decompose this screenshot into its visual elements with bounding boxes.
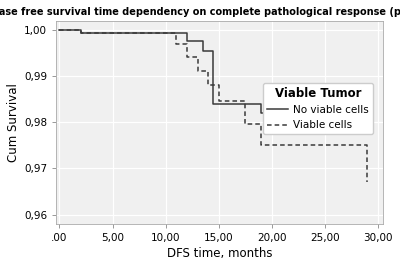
Y-axis label: Cum Survival: Cum Survival	[7, 83, 20, 162]
X-axis label: DFS time, months: DFS time, months	[167, 247, 272, 260]
Legend: No viable cells, Viable cells: No viable cells, Viable cells	[263, 83, 373, 134]
Title: Disease free survival time dependency on complete pathological response (pT0pN0p: Disease free survival time dependency on…	[0, 7, 400, 17]
